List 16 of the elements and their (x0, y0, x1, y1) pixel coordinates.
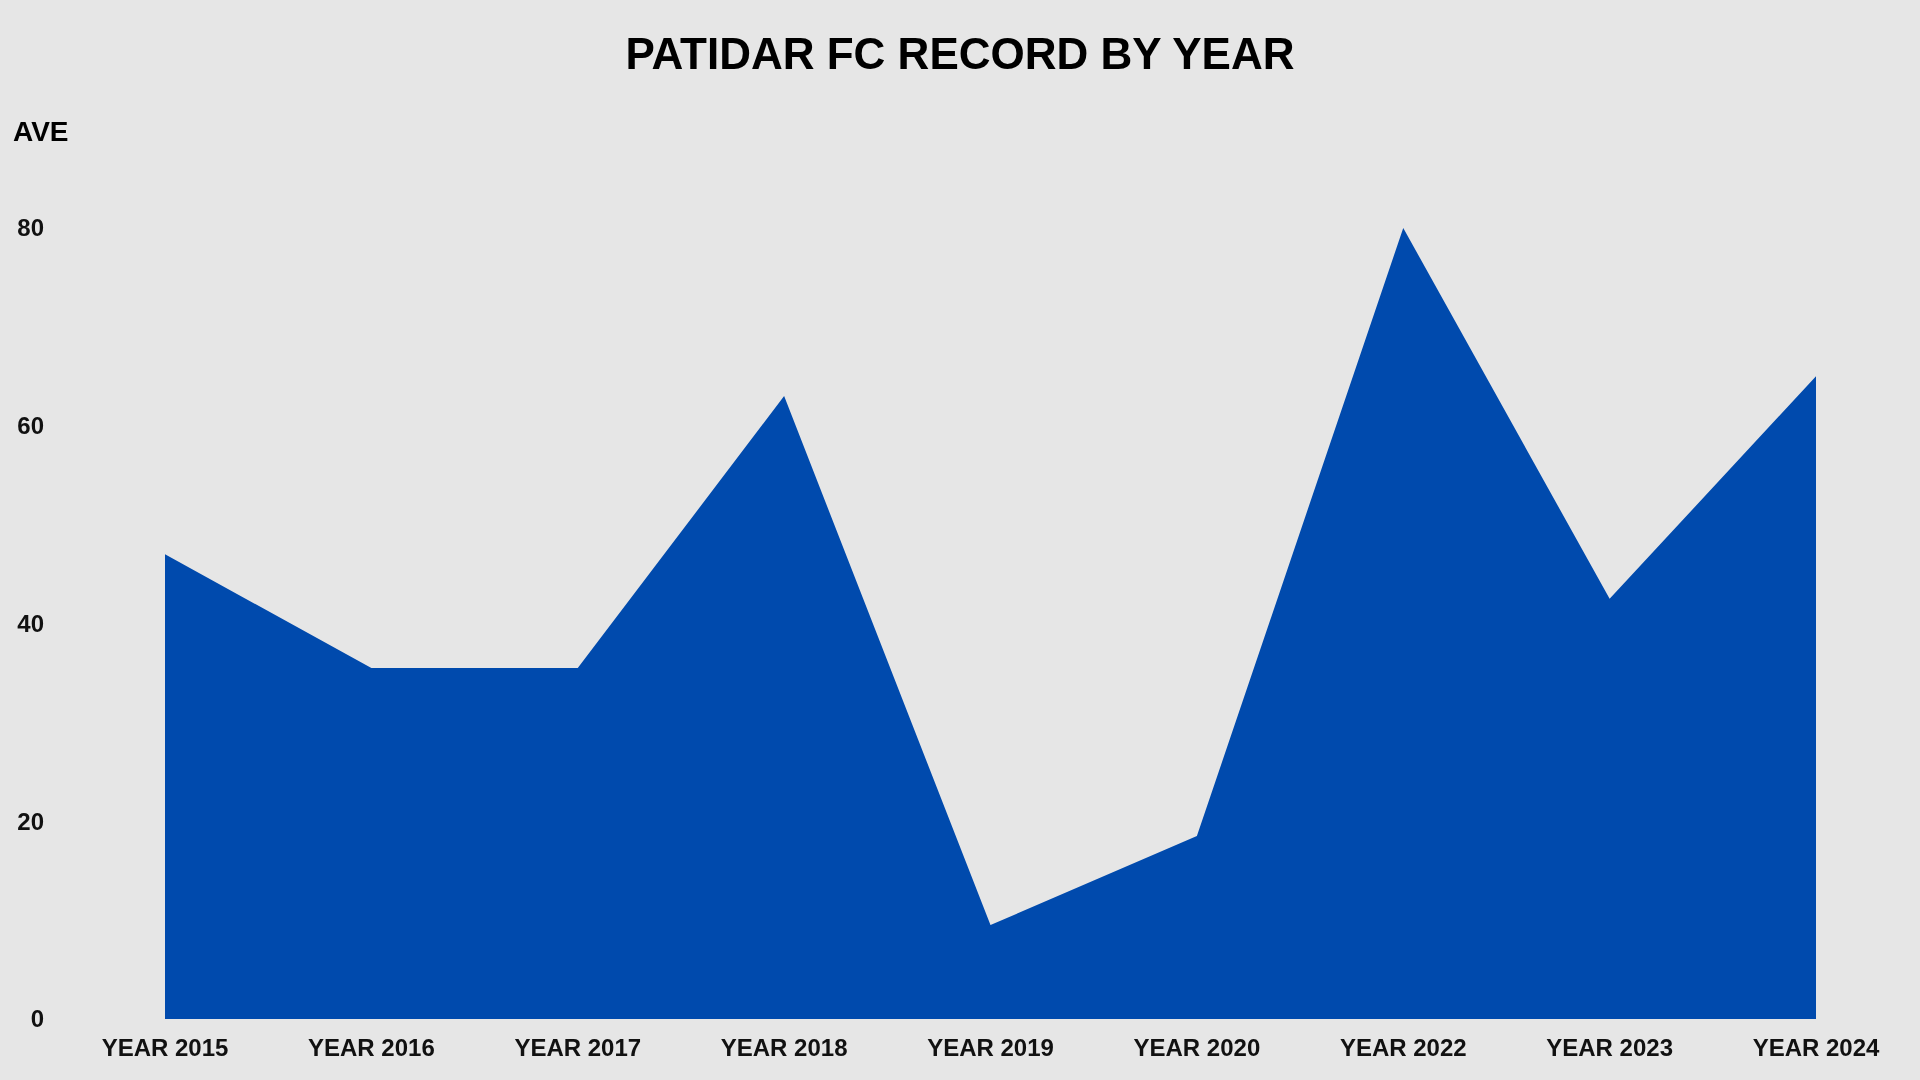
y-tick-label: 40 (17, 609, 44, 637)
x-tick-label: YEAR 2016 (308, 1034, 435, 1061)
y-axis-title: AVE (13, 116, 69, 147)
x-tick-label: YEAR 2018 (720, 1034, 848, 1061)
x-tick-label: YEAR 2019 (927, 1034, 1054, 1061)
x-tick-label: YEAR 2023 (1546, 1034, 1674, 1061)
x-tick-label: YEAR 2015 (101, 1034, 229, 1061)
chart-title: PATIDAR FC RECORD BY YEAR (625, 28, 1295, 78)
x-tick-label: YEAR 2020 (1133, 1034, 1261, 1061)
x-tick-label: YEAR 2022 (1339, 1034, 1467, 1061)
y-tick-label: 80 (17, 214, 44, 242)
y-tick-label: 20 (17, 807, 44, 835)
x-tick-label: YEAR 2017 (514, 1034, 642, 1061)
y-tick-label: 60 (17, 412, 44, 440)
y-tick-label: 0 (30, 1005, 44, 1033)
x-tick-label: YEAR 2024 (1752, 1034, 1881, 1061)
